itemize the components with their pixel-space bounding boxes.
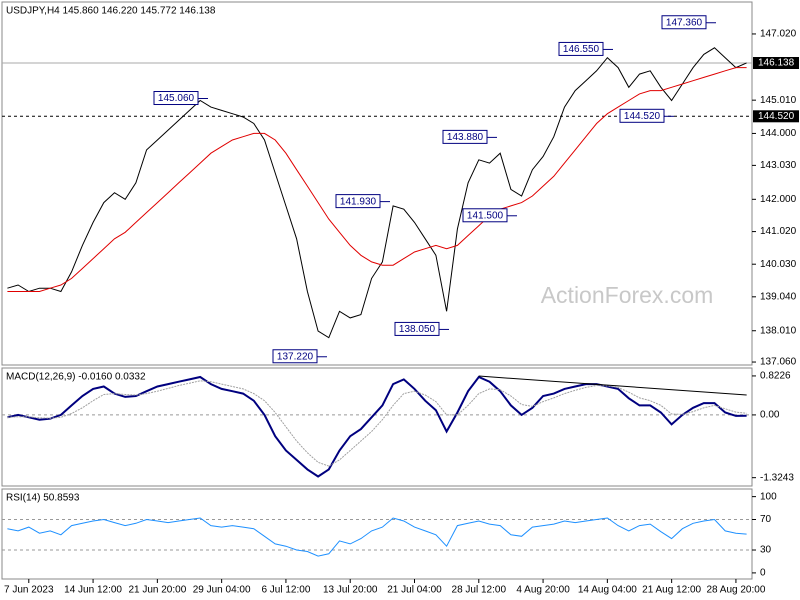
y-tick-label: 0.00 bbox=[760, 410, 780, 421]
x-tick-label: 21 Aug 12:00 bbox=[642, 585, 701, 596]
x-tick-label: 21 Jul 04:00 bbox=[387, 585, 442, 596]
y-tick-label: 142.000 bbox=[760, 194, 797, 205]
y-tick-label: 144.000 bbox=[760, 128, 797, 139]
panel-title: MACD(12,26,9) -0.0160 0.0332 bbox=[6, 372, 146, 383]
panel-title: USDJPY,H4 145.860 146.220 145.772 146.13… bbox=[6, 6, 216, 17]
y-tick-label: 0 bbox=[760, 568, 766, 579]
annotation-box bbox=[619, 108, 665, 123]
level-box bbox=[753, 110, 799, 123]
level-label: 146.138 bbox=[758, 58, 795, 69]
y-tick-label: 145.010 bbox=[760, 95, 797, 106]
y-tick-label: 0.8226 bbox=[760, 371, 791, 382]
watermark: ActionForex.com bbox=[541, 282, 714, 308]
x-tick-label: 14 Jun 12:00 bbox=[64, 585, 122, 596]
panel-frame bbox=[1, 367, 753, 487]
annotation-label: 143.880 bbox=[447, 132, 484, 143]
y-tick-label: 30 bbox=[760, 545, 772, 556]
annotation-box bbox=[153, 91, 199, 106]
x-tick-label: 28 Aug 20:00 bbox=[706, 585, 765, 596]
annotation-box bbox=[394, 321, 440, 336]
annotation-label: 141.500 bbox=[467, 210, 504, 221]
annotation-box bbox=[462, 208, 508, 223]
x-tick-label: 28 Jul 12:00 bbox=[452, 585, 507, 596]
annotation-box bbox=[661, 15, 707, 30]
annotation-label: 146.550 bbox=[563, 44, 600, 55]
y-tick-label: -1.3243 bbox=[760, 472, 794, 483]
annotation-label: 144.520 bbox=[624, 111, 661, 122]
level-label: 144.520 bbox=[758, 111, 795, 122]
x-tick-label: 14 Aug 04:00 bbox=[578, 585, 637, 596]
series-line bbox=[7, 517, 747, 557]
y-tick-label: 141.020 bbox=[760, 226, 797, 237]
y-tick-label: 140.030 bbox=[760, 259, 797, 270]
annotation-box bbox=[442, 129, 488, 144]
series-line bbox=[7, 67, 747, 292]
annotation-label: 138.050 bbox=[399, 324, 436, 335]
y-tick-label: 100 bbox=[760, 491, 777, 502]
panel-frame bbox=[1, 488, 753, 580]
level-box bbox=[753, 57, 799, 70]
trendline bbox=[478, 375, 747, 396]
annotation-box bbox=[558, 41, 604, 56]
x-tick-label: 21 Jun 20:00 bbox=[128, 585, 186, 596]
x-tick-label: 6 Jul 12:00 bbox=[261, 585, 310, 596]
y-tick-label: 143.030 bbox=[760, 160, 797, 171]
annotation-box bbox=[335, 194, 381, 209]
y-tick-label: 147.020 bbox=[760, 29, 797, 40]
annotation-label: 137.220 bbox=[277, 351, 314, 362]
series-line bbox=[7, 47, 747, 339]
panel-frame bbox=[1, 1, 753, 366]
annotation-label: 147.360 bbox=[666, 17, 703, 28]
y-tick-label: 70 bbox=[760, 514, 772, 525]
x-tick-label: 13 Jul 20:00 bbox=[323, 585, 378, 596]
annotation-label: 145.060 bbox=[158, 93, 195, 104]
x-tick-label: 4 Aug 20:00 bbox=[516, 585, 570, 596]
series-line bbox=[7, 380, 747, 467]
y-tick-label: 138.010 bbox=[760, 325, 797, 336]
x-tick-label: 7 Jun 2023 bbox=[4, 585, 54, 596]
y-tick-label: 137.060 bbox=[760, 357, 797, 368]
annotation-label: 141.930 bbox=[340, 196, 377, 207]
x-tick-label: 29 Jun 04:00 bbox=[193, 585, 251, 596]
annotation-box bbox=[272, 349, 318, 364]
series-line bbox=[7, 375, 747, 478]
panel-title: RSI(14) 50.8593 bbox=[6, 493, 80, 504]
y-tick-label: 139.040 bbox=[760, 291, 797, 302]
